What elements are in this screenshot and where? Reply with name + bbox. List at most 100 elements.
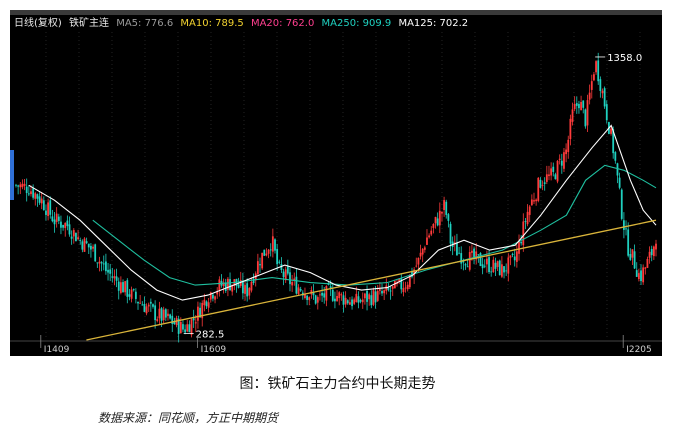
candle-body xyxy=(331,289,334,301)
candle-body xyxy=(351,299,353,307)
candle-body xyxy=(83,238,86,252)
candle-body xyxy=(201,302,204,319)
candle-body xyxy=(77,237,79,240)
left-scroll-marker[interactable] xyxy=(10,150,14,200)
candle-body xyxy=(573,104,576,110)
candle-body xyxy=(393,281,396,289)
candle-body xyxy=(203,299,206,306)
candle-body xyxy=(363,293,366,299)
candle-body xyxy=(357,296,360,303)
candle-body xyxy=(115,276,118,281)
candle-body xyxy=(274,239,276,251)
candle-body xyxy=(554,174,557,180)
candle-body xyxy=(413,269,416,276)
candle-body xyxy=(644,267,647,269)
support-trendline xyxy=(86,219,657,341)
candle-body xyxy=(610,128,612,134)
candle-body xyxy=(548,174,550,177)
candle-body xyxy=(646,258,649,268)
candle-body xyxy=(346,300,349,304)
candle-body xyxy=(280,264,283,271)
candle-body xyxy=(618,177,621,188)
candle-body xyxy=(66,220,69,227)
candle-body xyxy=(520,241,523,244)
candle-body xyxy=(27,193,30,195)
candle-body xyxy=(415,265,418,267)
candle-body xyxy=(584,109,587,127)
candle-body xyxy=(366,290,368,302)
candle-body xyxy=(537,177,540,201)
candle-body xyxy=(640,270,642,282)
candle-body xyxy=(231,284,234,292)
candle-body xyxy=(430,230,433,235)
candle-body xyxy=(349,302,351,305)
candle-body xyxy=(92,246,94,249)
candle-body xyxy=(134,291,137,299)
candle-body xyxy=(104,261,107,272)
candle-body xyxy=(383,290,386,294)
candle-body xyxy=(100,262,103,264)
candle-body xyxy=(528,206,531,215)
candle-body xyxy=(51,216,54,222)
candle-body xyxy=(486,258,488,265)
candle-body xyxy=(423,247,426,250)
candle-body xyxy=(107,269,109,273)
candle-body xyxy=(556,160,559,182)
candle-body xyxy=(567,139,570,153)
candle-body xyxy=(85,241,88,244)
candle-body xyxy=(102,263,105,265)
candle-body xyxy=(218,279,221,291)
candle-body xyxy=(614,152,617,161)
candle-body xyxy=(117,281,120,291)
candle-body xyxy=(55,213,58,223)
candle-body xyxy=(605,104,608,121)
candle-body xyxy=(580,102,582,111)
candle-body xyxy=(633,251,636,269)
candle-body xyxy=(30,191,32,195)
candle-body xyxy=(456,242,458,256)
candle-body xyxy=(250,281,253,291)
candle-body xyxy=(571,109,574,122)
candle-body xyxy=(648,251,651,258)
candle-body xyxy=(205,301,208,307)
toolbar-strip xyxy=(10,10,662,15)
candle-body xyxy=(378,289,381,291)
candle-body xyxy=(569,118,572,140)
candle-body xyxy=(141,304,144,306)
candle-body xyxy=(338,292,341,299)
candle-body xyxy=(162,309,165,321)
chart-legend: 日线(复权) 铁矿主连 MA5: 776.6 MA10: 789.5 MA20:… xyxy=(14,17,472,31)
candle-body xyxy=(530,199,533,206)
candle-body xyxy=(381,291,383,294)
candle-body xyxy=(186,324,189,332)
candle-body xyxy=(488,257,490,273)
candle-body xyxy=(291,282,294,286)
candle-body xyxy=(515,251,518,262)
candle-body xyxy=(460,253,463,264)
candle-body xyxy=(49,200,52,215)
candle-body xyxy=(329,286,332,288)
candle-body xyxy=(64,222,67,229)
candle-body xyxy=(194,322,197,324)
candle-body xyxy=(481,264,484,269)
candle-body xyxy=(113,276,116,279)
candle-body xyxy=(344,297,347,305)
candle-body xyxy=(321,292,323,296)
data-source: 数据来源：同花顺，方正中期期货 xyxy=(98,411,279,425)
candle-body xyxy=(612,129,615,154)
candle-body xyxy=(109,269,112,274)
candle-body xyxy=(156,319,159,322)
candle-body xyxy=(122,282,124,293)
candle-body xyxy=(278,261,281,263)
chart-panel: 1358.0 282.5 I1409 I1609 I2205 日线(复权) 铁矿主连 M… xyxy=(10,10,662,356)
candle-body xyxy=(402,288,405,293)
legend-ma20: MA20: 762.0 xyxy=(250,18,315,29)
legend-ma5: MA5: 776.6 xyxy=(116,18,174,29)
candle-body xyxy=(216,291,219,295)
candle-body xyxy=(192,318,195,321)
candle-body xyxy=(256,261,259,275)
candle-body xyxy=(169,314,172,319)
candle-body xyxy=(595,61,597,73)
candle-body xyxy=(396,282,398,285)
candle-body xyxy=(421,248,424,255)
